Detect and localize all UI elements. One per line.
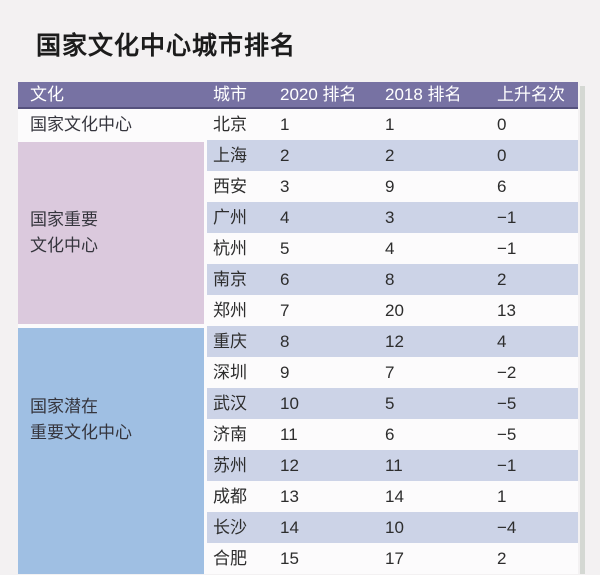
category-label-national-cultural-center: 国家文化中心 xyxy=(18,109,204,140)
page-title: 国家文化中心城市排名 xyxy=(36,32,297,60)
city-cell: 长沙 xyxy=(213,518,247,537)
row-strip: 合肥 15 17 2 xyxy=(207,543,578,574)
rank-2020-cell: 7 xyxy=(280,301,290,320)
row-strip: 西安 3 9 6 xyxy=(207,171,578,202)
rank-2020-cell: 2 xyxy=(280,146,290,165)
header-culture: 文化 xyxy=(30,85,64,104)
rank-2020-cell: 13 xyxy=(280,487,299,506)
city-cell: 南京 xyxy=(213,270,247,289)
row-strip: 武汉 10 5 −5 xyxy=(207,388,578,419)
rank-change-cell: 0 xyxy=(497,146,507,165)
header-city: 城市 xyxy=(213,85,247,104)
rank-2018-cell: 7 xyxy=(385,363,395,382)
city-cell: 重庆 xyxy=(213,332,247,351)
city-cell: 苏州 xyxy=(213,456,247,475)
rank-change-cell: 2 xyxy=(497,270,507,289)
header-change: 上升名次 xyxy=(497,85,565,104)
city-cell: 杭州 xyxy=(213,239,247,258)
rank-2020-cell: 6 xyxy=(280,270,290,289)
city-cell: 西安 xyxy=(213,177,247,196)
rank-2018-cell: 5 xyxy=(385,394,395,413)
city-cell: 广州 xyxy=(213,208,247,227)
city-cell: 武汉 xyxy=(213,394,247,413)
rank-change-cell: 4 xyxy=(497,332,507,351)
rank-2018-cell: 20 xyxy=(385,301,404,320)
row-strip: 重庆 8 12 4 xyxy=(207,326,578,357)
rank-2018-cell: 8 xyxy=(385,270,395,289)
rank-2018-cell: 1 xyxy=(385,115,395,134)
rank-2020-cell: 9 xyxy=(280,363,290,382)
rank-2020-cell: 14 xyxy=(280,518,299,537)
row-strip: 郑州 7 20 13 xyxy=(207,295,578,326)
category-line: 重要文化中心 xyxy=(30,423,132,442)
category-block-national-important: 国家重要 文化中心 xyxy=(18,142,204,324)
row-strip: 上海 2 2 0 xyxy=(207,140,578,171)
rank-2018-cell: 6 xyxy=(385,425,395,444)
table-edge-shadow xyxy=(580,86,585,574)
category-line: 国家重要 xyxy=(30,210,98,229)
row-strip: 长沙 14 10 −4 xyxy=(207,512,578,543)
row-strip: 南京 6 8 2 xyxy=(207,264,578,295)
header-rank-2018: 2018 排名 xyxy=(385,85,462,104)
rank-2018-cell: 12 xyxy=(385,332,404,351)
rank-change-cell: 0 xyxy=(497,115,507,134)
category-line: 文化中心 xyxy=(30,236,98,255)
category-line: 国家文化中心 xyxy=(30,115,132,134)
rank-2018-cell: 17 xyxy=(385,549,404,568)
rank-change-cell: −1 xyxy=(497,239,517,258)
row-strip: 广州 4 3 −1 xyxy=(207,202,578,233)
city-cell: 郑州 xyxy=(213,301,247,320)
rank-2020-cell: 8 xyxy=(280,332,290,351)
category-line: 国家潜在 xyxy=(30,397,98,416)
rank-2018-cell: 11 xyxy=(385,456,403,475)
table-body: 北京 1 1 0 上海 2 2 0 西安 3 9 6 广州 4 3 −1 杭州 5 4 −1 南京 6 8 2 郑州 7 20 13 重… xyxy=(18,109,578,574)
category-block-national-potential: 国家潜在 重要文化中心 xyxy=(18,328,204,574)
city-cell: 上海 xyxy=(213,146,247,165)
rank-change-cell: −1 xyxy=(497,456,517,475)
city-cell: 济南 xyxy=(213,425,247,444)
city-cell: 深圳 xyxy=(213,363,247,382)
row-strip: 成都 13 14 1 xyxy=(207,481,578,512)
rank-2018-cell: 14 xyxy=(385,487,404,506)
rank-change-cell: −2 xyxy=(497,363,517,382)
rank-change-cell: 2 xyxy=(497,549,507,568)
rank-2020-cell: 5 xyxy=(280,239,290,258)
rank-change-cell: −1 xyxy=(497,208,517,227)
row-strip: 杭州 5 4 −1 xyxy=(207,233,578,264)
city-cell: 成都 xyxy=(213,487,247,506)
ranking-table: 文化 城市 2020 排名 2018 排名 上升名次 北京 1 1 0 上海 2 2 0 西安 3… xyxy=(18,82,578,574)
rank-change-cell: −5 xyxy=(497,425,517,444)
row-strip: 济南 11 6 −5 xyxy=(207,419,578,450)
rank-2020-cell: 1 xyxy=(280,115,290,134)
city-cell: 北京 xyxy=(213,115,247,134)
rank-change-cell: −4 xyxy=(497,518,517,537)
rank-2020-cell: 3 xyxy=(280,177,290,196)
table-header-row: 文化 城市 2020 排名 2018 排名 上升名次 xyxy=(18,82,578,109)
rank-change-cell: −5 xyxy=(497,394,517,413)
rank-change-cell: 6 xyxy=(497,177,507,196)
rank-2018-cell: 4 xyxy=(385,239,395,258)
rank-2020-cell: 10 xyxy=(280,394,299,413)
rank-2018-cell: 10 xyxy=(385,518,404,537)
rank-change-cell: 13 xyxy=(497,301,516,320)
rank-2020-cell: 4 xyxy=(280,208,290,227)
rank-2020-cell: 12 xyxy=(280,456,299,475)
rank-2018-cell: 2 xyxy=(385,146,395,165)
row-strip: 深圳 9 7 −2 xyxy=(207,357,578,388)
header-rank-2020: 2020 排名 xyxy=(280,85,357,104)
rank-2018-cell: 3 xyxy=(385,208,395,227)
rank-2020-cell: 11 xyxy=(280,425,298,444)
row-strip: 苏州 12 11 −1 xyxy=(207,450,578,481)
rank-2020-cell: 15 xyxy=(280,549,299,568)
row-strip: 北京 1 1 0 xyxy=(207,109,578,140)
table-row: 北京 1 1 0 xyxy=(18,109,578,140)
rank-2018-cell: 9 xyxy=(385,177,395,196)
city-cell: 合肥 xyxy=(213,549,247,568)
rank-change-cell: 1 xyxy=(497,487,507,506)
